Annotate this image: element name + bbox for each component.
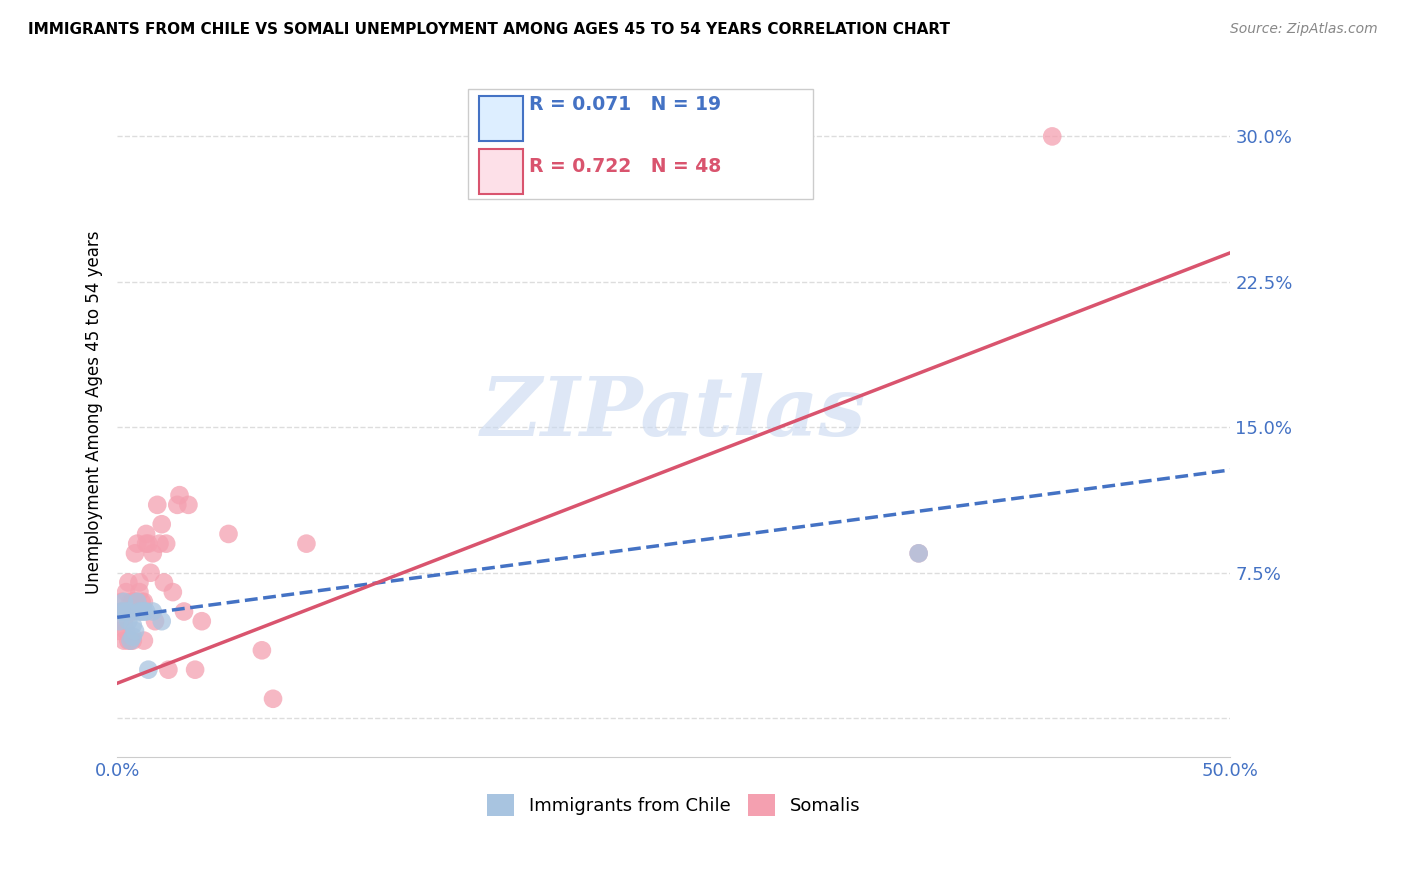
Text: R = 0.722   N = 48: R = 0.722 N = 48: [529, 157, 721, 176]
Point: [121, 630, 143, 644]
Point: [117, 605, 139, 619]
Point: [148, 536, 170, 550]
Point: [153, 575, 176, 590]
Point: [111, 605, 134, 619]
Point: [135, 536, 157, 550]
Point: [131, 605, 153, 619]
Y-axis label: Unemployment Among Ages 45 to 54 years: Unemployment Among Ages 45 to 54 years: [86, 231, 103, 594]
Point: [132, 605, 155, 619]
Point: [124, 624, 146, 638]
Point: [117, 614, 139, 628]
Point: [124, 546, 146, 560]
Point: [143, 614, 166, 628]
Point: [907, 546, 929, 560]
FancyBboxPatch shape: [468, 89, 813, 199]
Point: [191, 614, 214, 628]
Point: [150, 614, 173, 628]
Point: [184, 663, 207, 677]
FancyBboxPatch shape: [479, 149, 523, 194]
Point: [115, 585, 138, 599]
Point: [150, 517, 173, 532]
Point: [128, 575, 150, 590]
Point: [135, 527, 157, 541]
Point: [127, 595, 149, 609]
Point: [295, 536, 318, 550]
Point: [138, 536, 160, 550]
Point: [131, 595, 153, 609]
Point: [121, 605, 143, 619]
Point: [146, 498, 169, 512]
Point: [120, 633, 142, 648]
Point: [132, 633, 155, 648]
Point: [128, 605, 150, 619]
Text: ZIPatlas: ZIPatlas: [481, 373, 866, 453]
Point: [121, 618, 143, 632]
Point: [117, 575, 139, 590]
Point: [142, 605, 165, 619]
Point: [121, 633, 143, 648]
Point: [127, 595, 149, 609]
Point: [128, 585, 150, 599]
Text: IMMIGRANTS FROM CHILE VS SOMALI UNEMPLOYMENT AMONG AGES 45 TO 54 YEARS CORRELATI: IMMIGRANTS FROM CHILE VS SOMALI UNEMPLOY…: [28, 22, 950, 37]
Point: [138, 663, 160, 677]
Point: [120, 595, 142, 609]
Point: [111, 595, 134, 609]
Point: [108, 624, 131, 638]
Point: [142, 546, 165, 560]
Point: [173, 605, 195, 619]
Point: [108, 614, 131, 628]
Point: [177, 498, 200, 512]
Point: [115, 605, 138, 619]
FancyBboxPatch shape: [479, 96, 523, 141]
Point: [162, 585, 184, 599]
Point: [112, 595, 135, 609]
Point: [139, 566, 162, 580]
Point: [135, 605, 157, 619]
Point: [155, 536, 177, 550]
Legend: Immigrants from Chile, Somalis: Immigrants from Chile, Somalis: [479, 787, 868, 823]
Text: Source: ZipAtlas.com: Source: ZipAtlas.com: [1230, 22, 1378, 37]
Point: [166, 498, 188, 512]
Point: [250, 643, 273, 657]
Point: [1040, 129, 1063, 144]
Point: [120, 633, 142, 648]
Point: [169, 488, 191, 502]
Point: [262, 691, 284, 706]
Point: [124, 595, 146, 609]
Point: [127, 536, 149, 550]
Point: [115, 624, 138, 638]
Point: [907, 546, 929, 560]
Point: [218, 527, 240, 541]
Point: [111, 605, 134, 619]
Point: [112, 614, 135, 628]
Point: [157, 663, 180, 677]
Text: R = 0.071   N = 19: R = 0.071 N = 19: [529, 95, 721, 114]
Point: [132, 595, 155, 609]
Point: [112, 633, 135, 648]
Point: [121, 595, 143, 609]
Point: [117, 633, 139, 648]
